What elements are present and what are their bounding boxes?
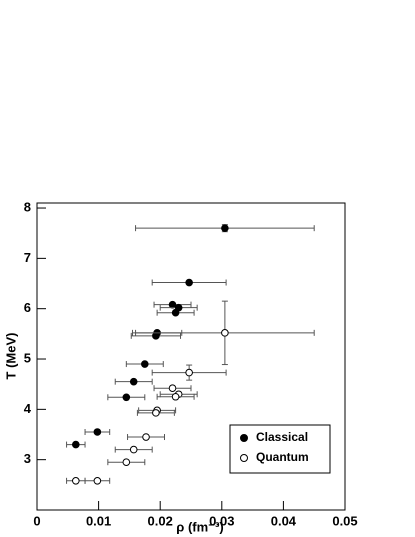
y-tick-label: 8 [24, 199, 31, 214]
point [93, 428, 102, 436]
legend-marker [240, 434, 248, 442]
x-tick-label: 0 [33, 513, 40, 528]
y-tick-label: 3 [24, 451, 31, 466]
x-tick-label: 0.03 [209, 513, 234, 528]
point [141, 360, 149, 368]
point [171, 308, 180, 317]
point [129, 377, 138, 386]
x-tick-label: 0.02 [148, 513, 173, 528]
y-tick-label: 7 [24, 250, 31, 265]
y-tick-label: 5 [24, 350, 31, 365]
legend-label: Quantum [256, 450, 309, 464]
point [142, 433, 150, 441]
point [171, 392, 180, 401]
x-axis-label: ρ (fm⁻³) [176, 519, 223, 534]
y-tick-label: 4 [24, 401, 32, 416]
legend-marker [240, 454, 248, 462]
point [122, 458, 131, 466]
point [122, 393, 131, 402]
point [72, 440, 80, 449]
point [185, 368, 193, 377]
point [221, 329, 229, 337]
point [152, 409, 160, 417]
x-tick-label: 0.04 [271, 513, 297, 528]
plot-frame [36, 202, 346, 511]
point [168, 300, 177, 309]
y-axis-label: T (MeV) [3, 333, 18, 380]
point [221, 224, 229, 232]
legend-label: Classical [256, 430, 308, 444]
point [185, 278, 193, 287]
x-tick-label: 0.05 [332, 513, 357, 528]
point [152, 332, 160, 340]
point [129, 445, 138, 454]
x-tick-label: 0.01 [86, 513, 111, 528]
point [168, 384, 177, 393]
legend-box [229, 424, 331, 474]
y-tick-label: 6 [24, 300, 31, 315]
point [72, 477, 80, 485]
point [93, 477, 102, 485]
